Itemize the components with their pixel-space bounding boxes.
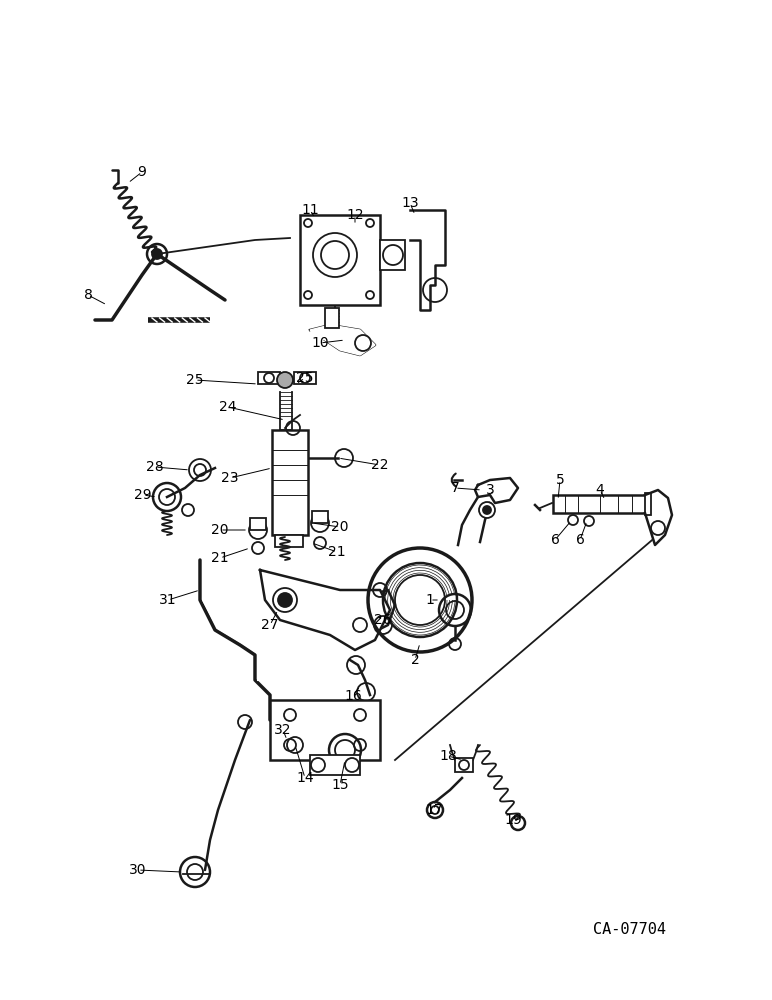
Circle shape [277,372,293,388]
Bar [300,215,380,305]
Text: 28: 28 [146,460,164,474]
Text: 10: 10 [311,336,329,350]
Text: 16: 16 [344,689,362,703]
Bar [380,240,405,270]
Bar [275,535,303,547]
Text: 8: 8 [83,288,93,302]
Bar [270,700,380,760]
Polygon shape [410,210,445,310]
Bar [553,495,648,513]
Text: 7: 7 [451,481,459,495]
Bar [258,372,280,384]
Text: 25: 25 [186,373,204,387]
Polygon shape [645,490,672,545]
Text: 27: 27 [261,618,279,632]
Text: 6: 6 [550,533,560,547]
Bar [645,493,651,515]
Text: 17: 17 [425,803,443,817]
Text: 20: 20 [331,520,349,534]
Text: 6: 6 [576,533,584,547]
Text: 21: 21 [212,551,229,565]
Polygon shape [475,478,518,503]
Text: 9: 9 [137,165,147,179]
Text: 19: 19 [504,813,522,827]
Text: 3: 3 [486,483,494,497]
Text: 24: 24 [219,400,237,414]
Bar [325,308,339,328]
Text: CA-07704: CA-07704 [594,922,666,938]
Polygon shape [310,325,375,355]
Text: 2: 2 [411,653,419,667]
Bar [294,372,316,384]
Text: 22: 22 [371,458,389,472]
Text: 25: 25 [296,371,313,385]
Bar [250,518,266,530]
Text: 18: 18 [439,749,457,763]
Text: 15: 15 [331,778,349,792]
Circle shape [152,249,162,259]
Text: 29: 29 [134,488,152,502]
Text: 32: 32 [274,723,292,737]
Text: 13: 13 [401,196,419,210]
Text: 26: 26 [374,613,392,627]
Text: 5: 5 [556,473,564,487]
Bar [312,511,328,523]
Text: 4: 4 [596,483,604,497]
Polygon shape [260,570,390,650]
Circle shape [479,502,495,518]
Circle shape [483,506,491,514]
Text: 12: 12 [346,208,364,222]
Text: 20: 20 [212,523,229,537]
Text: 31: 31 [159,593,177,607]
Circle shape [278,593,292,607]
Text: 30: 30 [129,863,147,877]
Text: 23: 23 [222,471,239,485]
Bar [455,758,473,772]
Text: 14: 14 [296,771,313,785]
Bar [310,755,360,775]
Text: 11: 11 [301,203,319,217]
Bar [272,430,308,535]
Text: 1: 1 [425,593,435,607]
Text: 21: 21 [328,545,346,559]
